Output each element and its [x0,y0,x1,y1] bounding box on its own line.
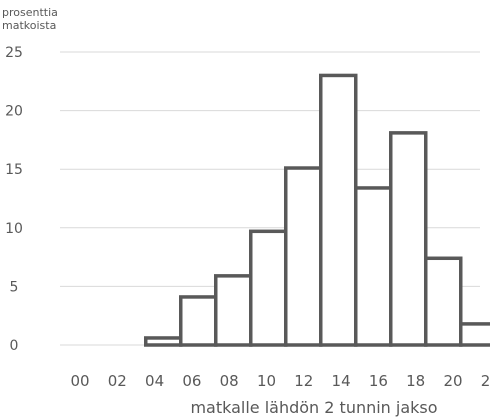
bar-20 [424,256,463,347]
bar-06 [179,295,218,347]
x-tick-label: 10 [257,372,276,390]
x-tick-label: 08 [220,372,239,390]
bar-18 [389,131,428,347]
bar-10 [249,229,288,347]
y-axis-label: prosenttia matkoista [2,6,58,32]
x-tick-label: 18 [406,372,425,390]
bar-14 [319,73,358,347]
x-tick-label: 16 [369,372,388,390]
y-tick-label: 5 [10,279,19,295]
y-tick-labels: 0 5 10 15 20 25 [5,45,23,354]
bar-12 [284,166,323,347]
bar-04 [144,336,183,347]
x-tick-labels: 00 02 04 06 08 10 12 14 16 18 20 22 [70,372,490,390]
y-tick-label: 10 [5,221,23,237]
y-tick-label: 15 [5,162,23,178]
y-axis-label-line-2: matkoista [2,19,57,32]
y-tick-label: 0 [10,338,19,354]
bar-08 [214,274,253,347]
y-tick-label: 20 [5,104,23,120]
x-tick-label: 00 [70,372,89,390]
x-tick-label: 06 [182,372,201,390]
bar-16 [354,186,393,347]
x-axis-label: matkalle lähdön 2 tunnin jakso [190,398,437,417]
y-tick-label: 25 [5,45,23,61]
x-tick-label: 04 [145,372,164,390]
x-tick-label: 14 [332,372,351,390]
bars [144,73,490,347]
x-tick-label: 22 [481,372,490,390]
x-tick-label: 12 [294,372,313,390]
x-tick-label: 02 [108,372,127,390]
x-tick-label: 20 [443,372,462,390]
bar-22 [459,322,490,347]
y-axis-label-line-1: prosenttia [2,6,58,19]
